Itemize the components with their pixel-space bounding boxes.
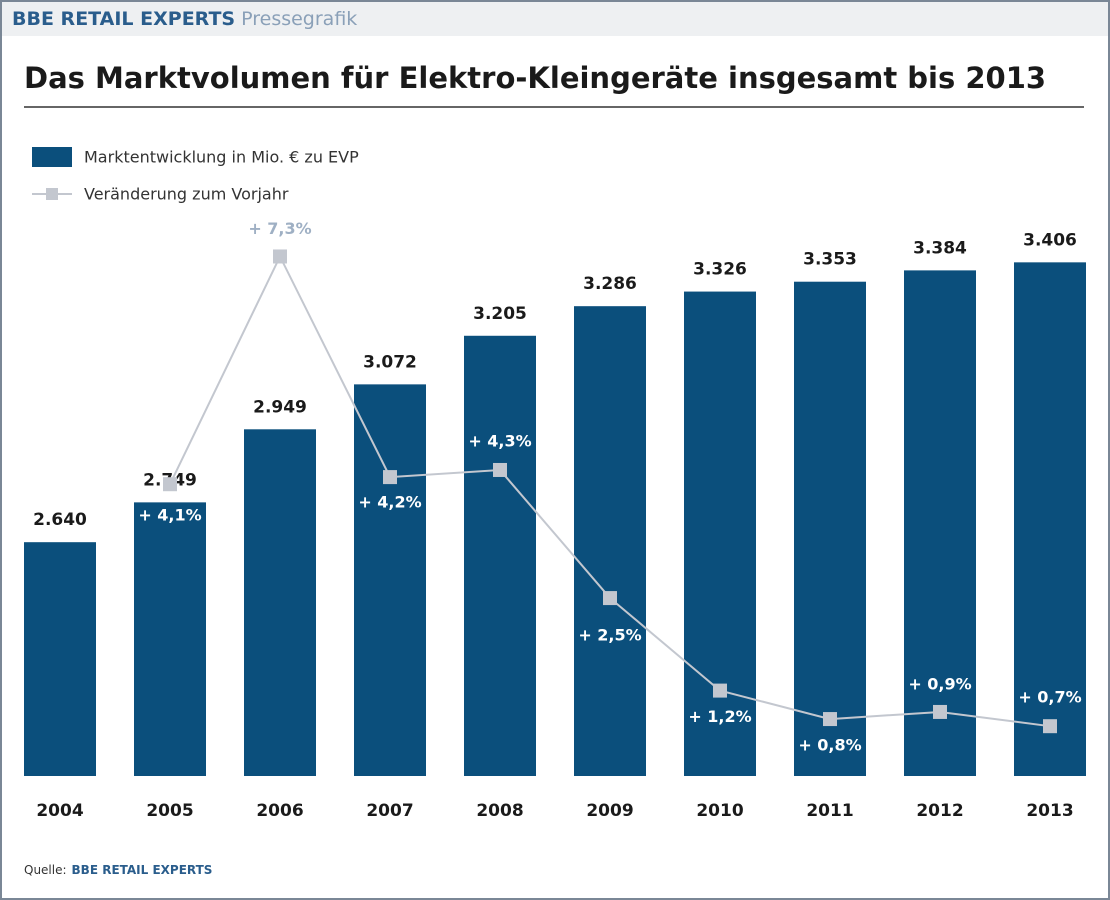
bar-value-label: 3.205 [473,304,527,324]
line-marker [603,591,617,606]
bar [134,502,206,776]
x-tick-label: 2006 [256,801,303,821]
line-marker [933,704,947,719]
bar-value-label: 3.384 [913,238,967,258]
header-brand: BBE RETAIL EXPERTS [12,8,235,30]
x-tick-label: 2008 [476,801,523,821]
bar-value-label: 3.286 [583,274,637,294]
bar-value-label: 3.326 [693,260,747,280]
x-tick-label: 2009 [586,801,633,821]
x-tick-label: 2007 [366,801,413,821]
bar [574,306,646,776]
bar-value-label: 2.949 [253,397,307,417]
line-marker [1043,719,1057,734]
x-tick-label: 2010 [696,801,743,821]
header-label: Pressegrafik [241,8,357,30]
line-value-label: + 0,7% [1018,688,1081,707]
bar [1014,262,1086,777]
bar [244,429,316,776]
line-value-label: + 1,2% [688,707,751,726]
source: Quelle: BBE RETAIL EXPERTS [24,863,212,877]
bar-value-label: 3.072 [363,352,417,372]
legend-label: Veränderung zum Vorjahr [84,185,289,204]
line-marker [383,470,397,485]
bar-value-label: 3.406 [1023,230,1077,250]
line-value-label: + 2,5% [578,626,641,645]
x-tick-label: 2004 [36,801,83,821]
legend-label: Marktentwicklung in Mio. € zu EVP [84,148,359,167]
line-marker [713,683,727,698]
bar [354,384,426,776]
chart-title: Das Marktvolumen für Elektro-Kleingeräte… [24,61,1046,95]
header-bar [2,2,1108,36]
legend-swatch-marker [46,188,58,200]
bar-value-label: 2.640 [33,510,87,530]
line-value-label: + 0,9% [908,674,971,693]
bar [24,542,96,776]
x-tick-label: 2012 [916,801,963,821]
line-value-label: + 0,8% [798,736,861,755]
line-marker [273,249,287,264]
line-value-label: + 4,2% [358,493,421,512]
bar [904,270,976,776]
line-marker [823,712,837,727]
bar [684,291,756,776]
x-tick-label: 2005 [146,801,193,821]
bar-value-label: 3.353 [803,250,857,270]
legend-swatch-bar [32,147,72,167]
line-value-label: + 4,3% [468,431,531,450]
bar [464,335,536,776]
source-brand: BBE RETAIL EXPERTS [72,863,213,877]
line-marker [493,462,507,477]
x-tick-label: 2011 [806,801,853,821]
line-marker [163,477,177,492]
bar [794,281,866,776]
x-tick-label: 2013 [1026,801,1073,821]
line-value-label: + 4,1% [138,506,201,525]
header: BBE RETAIL EXPERTS Pressegrafik [12,8,357,30]
source-label: Quelle: [24,863,67,877]
line-value-label: + 7,3% [248,219,311,238]
